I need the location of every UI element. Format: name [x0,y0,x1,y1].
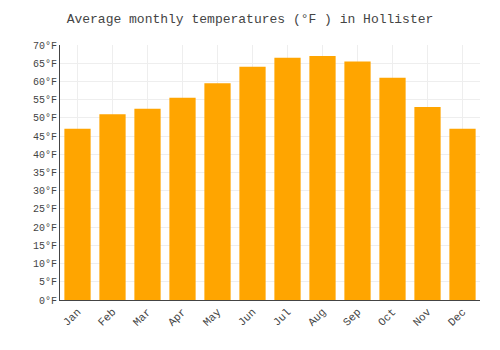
svg-text:50°F: 50°F [33,113,57,124]
svg-text:Dec: Dec [446,306,468,328]
svg-text:30°F: 30°F [33,186,57,197]
svg-text:Sep: Sep [341,306,363,328]
svg-text:40°F: 40°F [33,150,57,161]
svg-text:May: May [201,306,224,329]
svg-text:5°F: 5°F [39,277,57,288]
svg-text:Jan: Jan [61,306,83,328]
svg-text:20°F: 20°F [33,223,57,234]
svg-text:45°F: 45°F [33,132,57,143]
svg-text:55°F: 55°F [33,95,57,106]
svg-text:Mar: Mar [131,306,153,328]
svg-text:60°F: 60°F [33,77,57,88]
svg-text:Aug: Aug [306,306,328,328]
svg-text:10°F: 10°F [33,259,57,270]
svg-text:0°F: 0°F [39,296,57,307]
svg-text:65°F: 65°F [33,59,57,70]
svg-text:35°F: 35°F [33,168,57,179]
svg-text:Jul: Jul [271,306,293,328]
svg-text:70°F: 70°F [33,41,57,52]
svg-text:Feb: Feb [96,306,118,328]
svg-text:Average monthly temperatures (: Average monthly temperatures (°F ) in Ho… [67,12,434,27]
svg-text:Apr: Apr [166,306,188,328]
svg-text:Nov: Nov [411,306,434,329]
svg-text:25°F: 25°F [33,204,57,215]
svg-text:15°F: 15°F [33,241,57,252]
svg-text:Jun: Jun [236,306,258,328]
svg-text:Oct: Oct [376,306,398,328]
